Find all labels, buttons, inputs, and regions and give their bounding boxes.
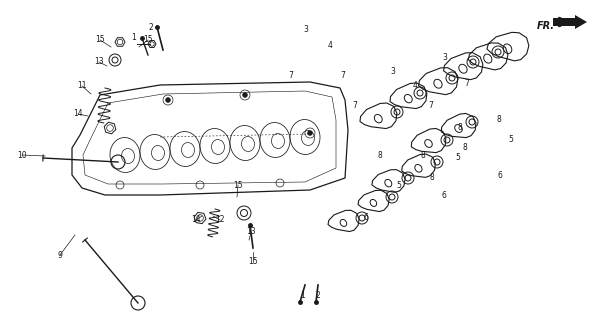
Text: 2: 2 [316, 292, 320, 300]
Text: 3: 3 [443, 52, 448, 61]
Text: 3: 3 [391, 68, 395, 76]
Text: 7: 7 [340, 70, 346, 79]
FancyArrow shape [553, 15, 587, 29]
Text: 4: 4 [413, 81, 417, 90]
Circle shape [243, 92, 247, 98]
Text: 7: 7 [353, 100, 358, 109]
Text: 3: 3 [304, 26, 308, 35]
Text: 15: 15 [248, 258, 258, 267]
Text: 8: 8 [430, 173, 435, 182]
Text: 15: 15 [95, 36, 105, 44]
Text: 14: 14 [73, 109, 83, 118]
Text: 8: 8 [458, 124, 462, 132]
Text: 7: 7 [429, 100, 433, 109]
Text: 6: 6 [363, 213, 368, 222]
Text: 15: 15 [143, 36, 153, 44]
Text: 7: 7 [288, 70, 294, 79]
Text: 6: 6 [442, 190, 446, 199]
Text: 7: 7 [465, 78, 469, 87]
Text: 14: 14 [191, 215, 201, 225]
Text: 2: 2 [149, 23, 153, 33]
Text: FR.: FR. [537, 21, 555, 31]
Circle shape [307, 131, 313, 135]
Text: 12: 12 [215, 215, 225, 225]
Text: 5: 5 [397, 180, 401, 189]
Circle shape [166, 98, 170, 102]
Text: 1: 1 [131, 33, 136, 42]
Text: 4: 4 [327, 41, 333, 50]
Text: 15: 15 [233, 180, 243, 189]
Text: 10: 10 [17, 150, 27, 159]
Text: 8: 8 [378, 150, 382, 159]
Text: 8: 8 [497, 116, 501, 124]
Text: 5: 5 [509, 135, 513, 145]
Text: 8: 8 [462, 143, 467, 153]
Text: 13: 13 [246, 228, 256, 236]
Text: 5: 5 [456, 154, 461, 163]
Text: 13: 13 [94, 58, 104, 67]
Text: 6: 6 [497, 171, 503, 180]
Text: 11: 11 [77, 82, 87, 91]
Text: 1: 1 [301, 292, 305, 300]
Text: 8: 8 [421, 150, 426, 159]
Text: 9: 9 [57, 251, 62, 260]
